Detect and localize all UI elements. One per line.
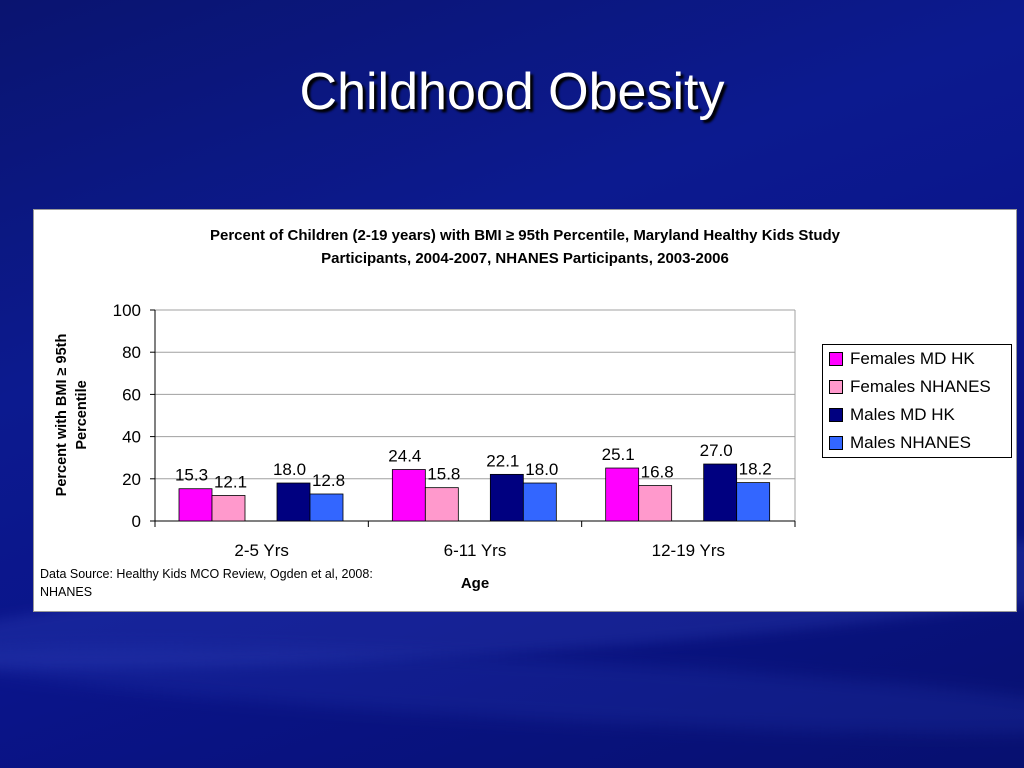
bar-chart: 0 20 40 60 80 100 15.3 12.1 18.0 12.8 2-5 Yrs 24.4 1… [54,301,796,592]
data-label: 12.8 [312,471,345,490]
chart-title-line-2: Participants, 2004-2007, NHANES Particip… [321,250,729,267]
data-label: 12.1 [214,472,247,491]
y-axis-title: Percent with BMI ≥ 95th Percentile [54,334,90,497]
data-label: 22.1 [486,451,519,470]
chart-panel: Percent of Children (2-19 years) with BM… [33,209,1017,612]
x-category-label: 6-11 Yrs [444,541,507,560]
data-label: 18.2 [739,460,772,479]
y-tick-label: 0 [132,512,141,531]
y-tick-label: 80 [122,343,141,362]
legend-item: Males NHANES [829,433,971,453]
bar-females-nhanes [211,495,246,522]
y-axis-title-line-1: Percent with BMI ≥ 95th [54,334,70,497]
bar-males-md-hk [276,482,311,522]
data-label: 24.4 [388,447,421,466]
data-label: 25.1 [602,445,635,464]
bar-males-nhanes [522,482,557,522]
data-label: 16.8 [641,463,674,482]
y-tick-label: 100 [113,301,141,320]
bar-females-nhanes [638,485,673,522]
data-label: 27.0 [700,441,733,460]
chart-legend: Females MD HK Females NHANES Males MD HK Ma… [822,344,1012,458]
x-category-label: 12-19 Yrs [652,541,725,560]
chart-title: Percent of Children (2-19 years) with BM… [34,224,1016,270]
chart-title-line-1: Percent of Children (2-19 years) with BM… [209,227,841,244]
bar-males-md-hk [703,463,738,522]
legend-item: Females MD HK [829,349,975,369]
bar-females-md-hk [605,467,640,522]
y-axis-title-line-2: Percentile [74,380,90,449]
bar-females-nhanes [424,487,459,522]
data-label: 18.0 [273,460,306,479]
data-label: 15.8 [427,465,460,484]
data-label: 15.3 [175,466,208,485]
bar-females-md-hk [178,488,213,522]
y-tick-label: 60 [122,385,141,404]
legend-swatch [829,436,843,450]
slide-title: Childhood Obesity [299,63,725,121]
bar-males-md-hk [489,473,524,522]
y-tick-label: 40 [122,428,141,447]
x-axis-title: Age [461,575,489,592]
bar-females-md-hk [391,469,426,522]
legend-item: Males MD HK [829,405,955,425]
legend-swatch [829,380,843,394]
bar-males-nhanes [309,493,344,522]
bar-males-nhanes [736,482,771,522]
y-tick-label: 20 [122,470,141,489]
data-label: 18.0 [525,460,558,479]
source-note: Data Source: Healthy Kids MCO Review, Og… [40,567,373,599]
legend-label: Females NHANES [850,377,991,396]
legend-label: Males NHANES [850,433,971,452]
x-category-label: 2-5 Yrs [234,541,289,560]
legend-swatch [829,352,843,366]
legend-label: Females MD HK [850,349,975,368]
legend-swatch [829,408,843,422]
legend-label: Males MD HK [850,405,955,424]
legend-item: Females NHANES [829,377,991,397]
